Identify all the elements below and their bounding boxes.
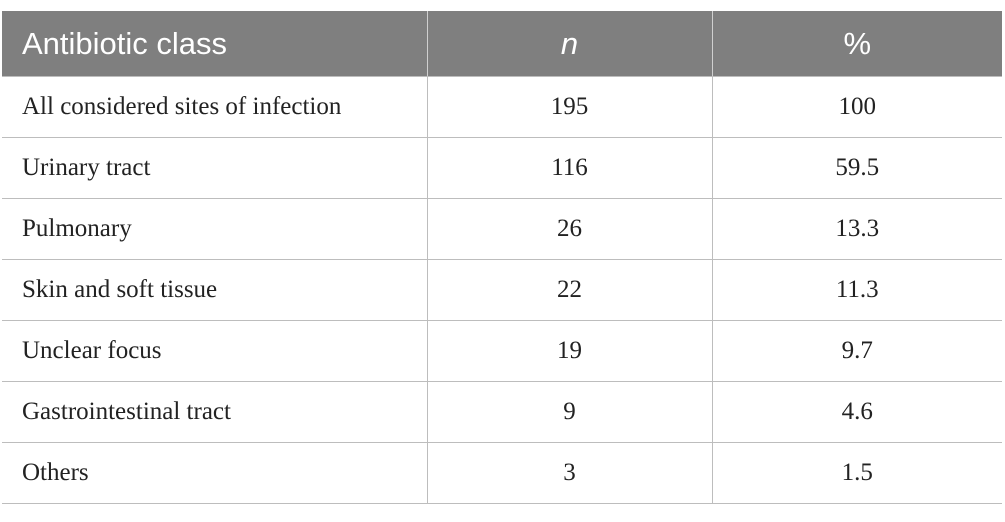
header-percent: % — [712, 11, 1002, 77]
table-body: All considered sites of infection 195 10… — [2, 76, 1002, 504]
row-percent: 13.3 — [712, 198, 1002, 260]
row-n: 22 — [427, 259, 713, 321]
header-n: n — [427, 11, 713, 77]
table-row: Urinary tract 116 59.5 — [2, 137, 1002, 199]
header-row: Antibiotic class n % — [2, 11, 1002, 77]
row-percent: 100 — [712, 76, 1002, 138]
row-percent: 59.5 — [712, 137, 1002, 199]
row-label: Pulmonary — [2, 198, 428, 260]
row-label: Urinary tract — [2, 137, 428, 199]
table-row: Skin and soft tissue 22 11.3 — [2, 259, 1002, 321]
row-n: 9 — [427, 381, 713, 443]
infection-sites-table: Antibiotic class n % All considered site… — [2, 11, 1002, 504]
row-label: Unclear focus — [2, 320, 428, 382]
table-header: Antibiotic class n % — [2, 11, 1002, 77]
row-label: All considered sites of infection — [2, 76, 428, 138]
row-n: 26 — [427, 198, 713, 260]
row-label: Gastrointestinal tract — [2, 381, 428, 443]
data-table-container: Antibiotic class n % All considered site… — [2, 11, 1002, 504]
row-percent: 4.6 — [712, 381, 1002, 443]
table-row: Unclear focus 19 9.7 — [2, 320, 1002, 382]
header-antibiotic-class: Antibiotic class — [2, 11, 428, 77]
row-label: Skin and soft tissue — [2, 259, 428, 321]
row-percent: 9.7 — [712, 320, 1002, 382]
table-row: Pulmonary 26 13.3 — [2, 198, 1002, 260]
row-n: 3 — [427, 442, 713, 504]
table-row: Others 3 1.5 — [2, 442, 1002, 504]
row-label: Others — [2, 442, 428, 504]
table-row: All considered sites of infection 195 10… — [2, 76, 1002, 138]
row-n: 19 — [427, 320, 713, 382]
row-n: 195 — [427, 76, 713, 138]
table-row: Gastrointestinal tract 9 4.6 — [2, 381, 1002, 443]
row-n: 116 — [427, 137, 713, 199]
row-percent: 1.5 — [712, 442, 1002, 504]
row-percent: 11.3 — [712, 259, 1002, 321]
